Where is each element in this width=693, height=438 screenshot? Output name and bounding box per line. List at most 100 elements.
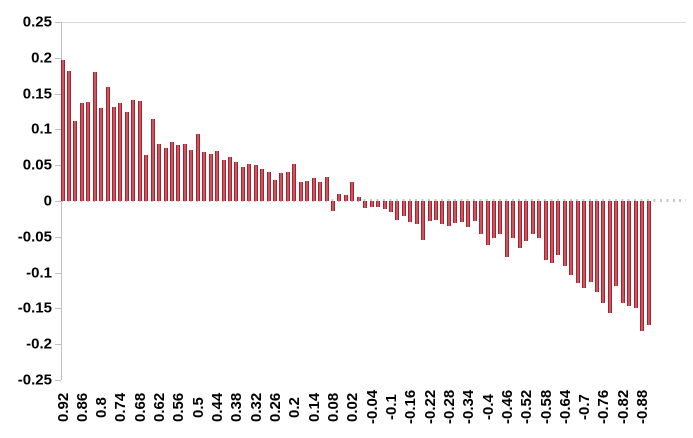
bar (137, 100, 142, 201)
y-axis-tick (55, 22, 61, 23)
x-tick-label: 0.92 (54, 392, 72, 422)
bar (446, 201, 451, 227)
bar (150, 118, 155, 201)
bar (601, 201, 606, 304)
x-tick-label: -0.16 (402, 389, 420, 424)
x-tick-label: -0.1 (382, 394, 400, 420)
x-tick-label: -0.82 (614, 389, 632, 424)
bar (388, 201, 393, 212)
x-tick-label: 0.38 (228, 392, 246, 422)
bar (163, 148, 168, 201)
bar (485, 201, 490, 246)
bar (421, 201, 426, 241)
bar (633, 201, 638, 309)
bar (266, 172, 271, 201)
x-tick-label: 0.62 (151, 392, 169, 422)
x-tick-label: 0.44 (209, 392, 227, 422)
x-tick-label: -0.64 (556, 389, 574, 424)
bar (144, 155, 149, 201)
y-axis-tick (55, 272, 61, 274)
bar (395, 201, 400, 221)
x-tick-label: -0.4 (479, 394, 497, 420)
bar (627, 201, 632, 307)
bar (157, 144, 162, 201)
bar (504, 201, 509, 257)
bar (343, 195, 348, 201)
y-tick-label: 0.15 (22, 85, 52, 103)
x-tick-label: 0.14 (305, 392, 323, 422)
x-tick-label: -0.88 (634, 389, 652, 424)
bar (440, 201, 445, 224)
bar (330, 201, 335, 212)
bar (99, 107, 104, 201)
bar (305, 180, 310, 201)
bar (498, 201, 503, 234)
bar (479, 201, 484, 234)
y-tick-label: -0.15 (17, 299, 52, 317)
y-axis-tick (55, 165, 61, 167)
bar (298, 182, 303, 201)
y-axis-tick (55, 308, 61, 310)
bar (549, 201, 554, 263)
bar (414, 201, 419, 224)
bar (73, 120, 78, 201)
bar (350, 181, 355, 201)
bar (537, 201, 542, 238)
y-tick-label: 0.05 (22, 156, 52, 174)
y-axis-tick (55, 129, 61, 131)
bar (318, 181, 323, 201)
bar (221, 160, 226, 201)
bar (382, 201, 387, 209)
bar (234, 162, 239, 201)
bar (595, 201, 600, 292)
bar (530, 201, 535, 234)
x-tick-label: 0.26 (267, 392, 285, 422)
x-tick-label: 0.5 (189, 396, 207, 418)
bar (524, 201, 529, 242)
bar (562, 201, 567, 267)
x-tick-label: -0.7 (576, 394, 594, 420)
zero-gridline (61, 199, 686, 202)
bar (363, 201, 368, 209)
bar (124, 111, 129, 201)
y-tick-label: -0.1 (26, 264, 52, 282)
y-axis-tick (55, 93, 61, 95)
bar (279, 173, 284, 201)
bar (176, 145, 181, 201)
x-tick-label: -0.28 (440, 389, 458, 424)
bar (253, 165, 258, 201)
x-tick-label: -0.04 (363, 389, 381, 424)
bar (285, 171, 290, 201)
bar (215, 150, 220, 201)
bar (311, 178, 316, 201)
x-tick-label: 0.32 (247, 392, 265, 422)
bar (169, 141, 174, 201)
bar (434, 201, 439, 221)
bar (112, 107, 117, 201)
bar (427, 201, 432, 222)
x-tick-label: 0.68 (131, 392, 149, 422)
bar (337, 193, 342, 201)
bar (92, 72, 97, 201)
x-tick-label: -0.58 (537, 389, 555, 424)
bar (453, 201, 458, 224)
bar (588, 201, 593, 282)
bar (517, 201, 522, 248)
bar (273, 179, 278, 201)
bar (118, 102, 123, 201)
x-tick-label: 0.08 (324, 392, 342, 422)
bar (324, 177, 329, 201)
x-tick-label: 0.02 (344, 392, 362, 422)
bar (511, 201, 516, 238)
x-tick-label: 0.74 (112, 392, 130, 422)
bar (131, 100, 136, 201)
bar (607, 201, 612, 314)
bar (260, 169, 265, 201)
bar (60, 59, 65, 201)
bar (247, 163, 252, 201)
bar (575, 201, 580, 283)
bar (79, 102, 84, 201)
gridline-top (61, 22, 686, 23)
x-tick-label: -0.22 (421, 389, 439, 424)
